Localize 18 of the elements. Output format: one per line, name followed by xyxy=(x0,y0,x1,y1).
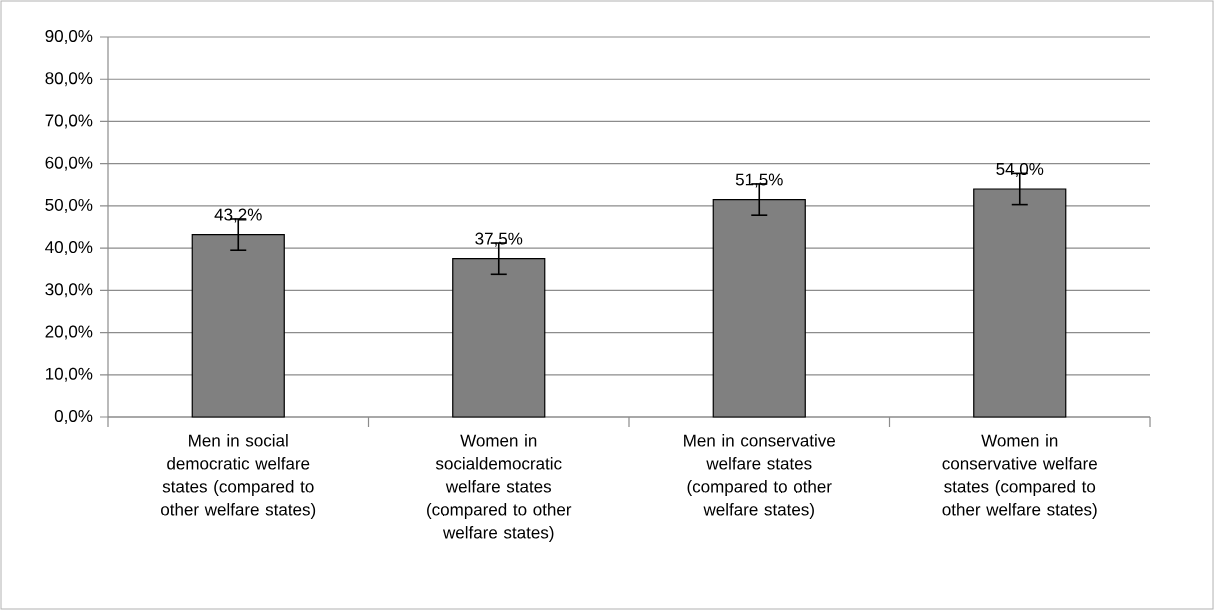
x-tick-label: Women in socialdemocratic welfare states (compared to other welfare states) xyxy=(427,434,572,542)
x-tick-label: Men in conservative welfare states (compared to other welfare states) xyxy=(684,434,835,519)
y-tick-label: 20,0% xyxy=(45,325,93,340)
y-tick-label: 90,0% xyxy=(45,29,93,45)
data-label: 54,0% xyxy=(996,162,1044,177)
y-tick-label: 0,0% xyxy=(54,409,93,425)
data-label: 51,5% xyxy=(735,173,783,188)
data-label: 43,2% xyxy=(214,208,262,223)
y-tick-label: 60,0% xyxy=(45,156,93,171)
y-tick-label: 50,0% xyxy=(45,198,93,213)
y-tick-label: 70,0% xyxy=(45,114,93,129)
data-label: 37,5% xyxy=(475,232,523,247)
y-tick-label: 30,0% xyxy=(45,283,93,298)
x-tick-label: Men in social democratic welfare states (compared to other welfare states) xyxy=(161,434,316,519)
x-tick-label: Women in conservative welfare states (compared to other welfare states) xyxy=(942,434,1097,519)
y-tick-label: 10,0% xyxy=(46,367,93,382)
y-tick-label: 40,0% xyxy=(45,241,93,256)
y-tick-label: 80,0% xyxy=(45,72,93,87)
